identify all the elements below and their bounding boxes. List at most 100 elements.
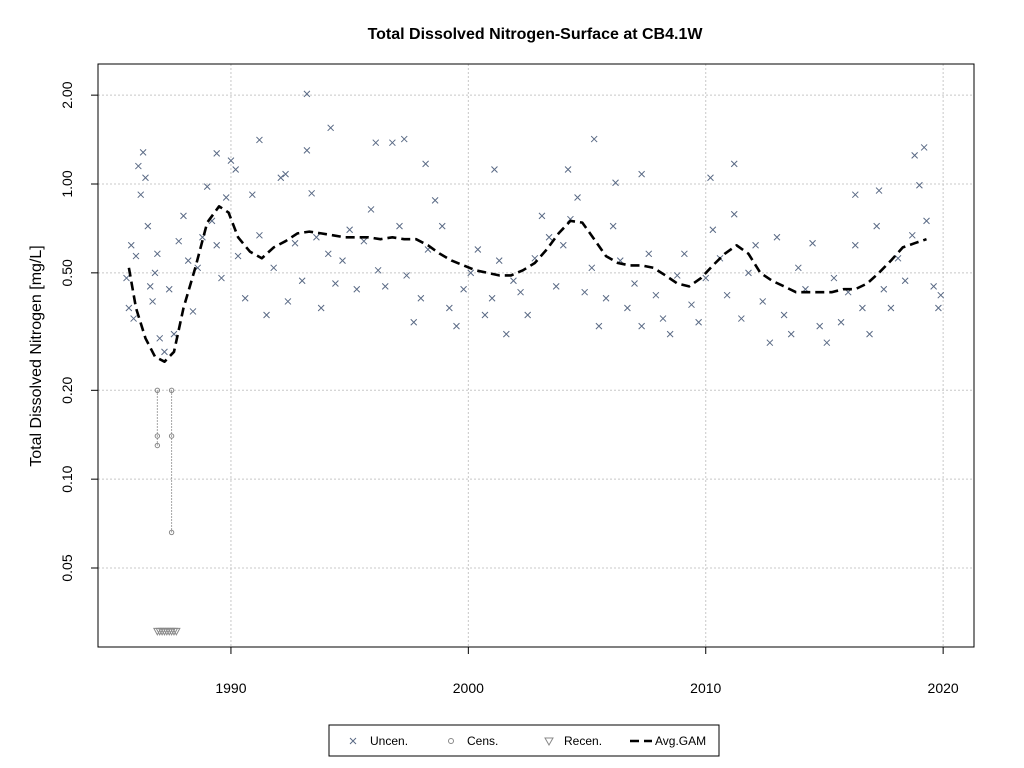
uncensored-point	[809, 239, 816, 247]
uncensored-point	[400, 135, 408, 143]
uncensored-point	[659, 315, 667, 322]
uncensored-point	[313, 233, 320, 241]
uncensored-point	[170, 330, 178, 338]
uncensored-point	[745, 269, 752, 277]
uncensored-point	[153, 250, 161, 258]
uncensored-point	[930, 283, 937, 290]
uncensored-point	[624, 304, 631, 312]
uncensored-point	[417, 294, 425, 302]
uncensored-point	[894, 254, 902, 262]
y-tick-label: 0.20	[59, 376, 75, 403]
uncensored-point	[372, 139, 380, 147]
uncensored-point	[142, 174, 149, 182]
uncensored-point	[574, 194, 581, 201]
uncensored-point	[937, 291, 945, 299]
legend-uncensored-symbol	[349, 737, 357, 745]
uncensored-point	[218, 274, 225, 282]
uncensored-point	[559, 241, 567, 249]
uncensored-point	[213, 241, 221, 249]
uncensored-point	[360, 237, 368, 245]
uncensored-point	[816, 322, 824, 330]
uncensored-point	[681, 250, 688, 258]
uncensored-point	[248, 191, 256, 199]
uncensored-point	[453, 322, 460, 330]
legend: Uncen. Cens. Recen. Avg.GAM	[328, 724, 720, 757]
uncensored-point	[327, 124, 335, 132]
uncensored-point	[911, 152, 919, 159]
uncensored-point	[291, 239, 299, 247]
legend-label: Uncen.	[370, 734, 408, 748]
uncensored-point	[794, 264, 802, 272]
uncensored-point	[263, 311, 270, 319]
uncensored-point	[241, 294, 249, 302]
censored-point	[154, 433, 161, 439]
uncensored-point	[149, 298, 156, 305]
uncensored-point	[270, 264, 278, 272]
censored-point	[154, 442, 161, 449]
uncensored-point	[232, 166, 240, 173]
legend-recensored-symbol	[544, 737, 554, 747]
uncensored-point	[282, 170, 289, 178]
uncensored-point	[730, 210, 738, 218]
uncensored-point	[875, 187, 883, 194]
uncensored-point	[144, 222, 152, 230]
uncensored-point	[935, 304, 942, 312]
uncensored-point	[474, 246, 482, 253]
uncensored-point	[737, 315, 745, 322]
legend-label: Recen.	[564, 734, 602, 748]
uncensored-point	[851, 191, 859, 199]
uncensored-point	[445, 304, 453, 312]
uncensored-point	[590, 135, 598, 143]
uncensored-point	[491, 166, 498, 173]
uncensored-point	[125, 304, 133, 312]
uncensored-point	[581, 288, 589, 296]
data-points	[123, 90, 945, 636]
uncensored-point	[673, 272, 681, 279]
uncensored-point	[502, 330, 510, 338]
uncensored-point	[837, 318, 845, 326]
uncensored-point	[538, 212, 546, 220]
x-axis: 1990 2000 2010 2020	[215, 647, 959, 696]
uncensored-point	[184, 257, 192, 264]
uncensored-point	[707, 174, 714, 182]
censored-point	[168, 433, 175, 439]
uncensored-point	[130, 315, 137, 322]
uncensored-point	[866, 330, 873, 338]
uncensored-point	[510, 277, 517, 285]
uncensored-point	[353, 285, 361, 293]
uncensored-point	[156, 334, 164, 342]
censored-point	[168, 529, 175, 536]
uncensored-point	[564, 166, 572, 173]
uncensored-point	[438, 222, 446, 230]
chart-title: Total Dissolved Nitrogen-Surface at CB4.…	[368, 26, 704, 43]
legend-box	[328, 724, 720, 757]
uncensored-point	[165, 285, 173, 293]
uncensored-point	[180, 212, 187, 220]
uncensored-point	[146, 283, 154, 290]
uncensored-point	[127, 241, 135, 249]
recensored-point	[172, 627, 181, 636]
y-axis-label: Total Dissolved Nitrogen [mg/L]	[28, 245, 45, 466]
legend-label: Cens.	[467, 734, 498, 748]
uncensored-point	[688, 301, 695, 309]
uncensored-point	[887, 304, 895, 312]
uncensored-point	[595, 322, 603, 330]
uncensored-point	[545, 233, 553, 241]
uncensored-point	[859, 304, 866, 312]
uncensored-point	[702, 274, 710, 282]
uncensored-point	[339, 257, 346, 264]
uncensored-point	[227, 157, 235, 164]
uncensored-point	[631, 280, 638, 287]
uncensored-point	[901, 277, 909, 285]
uncensored-point	[652, 291, 660, 299]
uncensored-point	[132, 252, 140, 260]
uncensored-point	[213, 150, 221, 157]
uncensored-point	[612, 179, 619, 187]
uncensored-point	[175, 237, 183, 245]
uncensored-point	[666, 330, 674, 338]
uncensored-point	[752, 241, 759, 249]
uncensored-point	[495, 257, 503, 264]
uncensored-point	[431, 197, 439, 204]
uncensored-point	[123, 274, 130, 282]
